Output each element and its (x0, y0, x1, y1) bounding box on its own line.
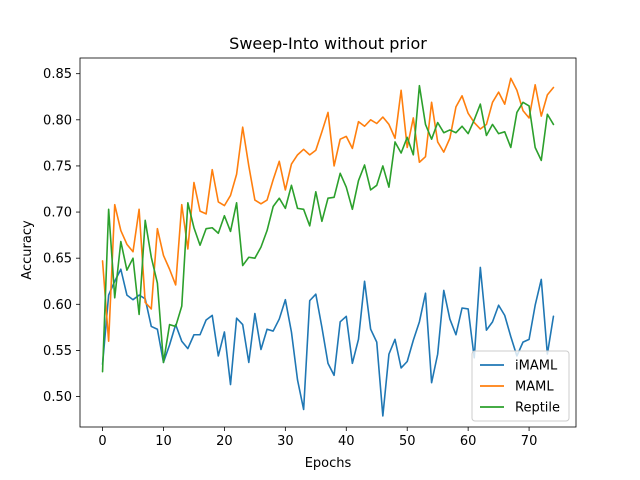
y-tick-label: 0.65 (43, 252, 72, 267)
y-axis: 0.50 0.55 0.60 0.65 0.70 0.75 0.80 0.85 (43, 67, 80, 405)
y-tick-label: 0.70 (43, 206, 72, 221)
y-tick-label: 0.60 (43, 298, 72, 313)
x-tick-label: 60 (460, 434, 477, 449)
y-tick-label: 0.75 (43, 159, 72, 174)
y-tick-label: 0.50 (43, 390, 72, 405)
series-line-maml (101, 77, 555, 343)
legend-label-maml: MAML (515, 380, 554, 395)
x-tick-label: 10 (155, 434, 172, 449)
legend-label-reptile: Reptile (515, 401, 560, 416)
x-tick-label: 50 (399, 434, 416, 449)
legend-label-imaml: iMAML (515, 359, 558, 374)
y-tick-label: 0.55 (43, 344, 72, 359)
plot-area (79, 57, 577, 428)
series-layer (101, 77, 555, 417)
x-tick-label: 30 (277, 434, 294, 449)
y-axis-title: Accuracy (20, 220, 35, 280)
plot-frame (79, 57, 577, 428)
series-line-reptile (101, 84, 555, 373)
chart-title: Sweep-Into without prior (229, 34, 427, 53)
x-axis-title: Epochs (305, 456, 352, 471)
legend-box (471, 350, 570, 422)
x-tick-label: 0 (98, 434, 106, 449)
x-axis: 0 10 20 30 40 50 60 70 (98, 427, 537, 449)
x-tick-label: 70 (521, 434, 538, 449)
series-line-imaml (101, 266, 555, 417)
y-tick-label: 0.85 (43, 67, 72, 82)
x-tick-label: 40 (338, 434, 355, 449)
y-tick-label: 0.80 (43, 113, 72, 128)
x-tick-label: 20 (216, 434, 233, 449)
legend: iMAML MAML Reptile (471, 350, 570, 422)
